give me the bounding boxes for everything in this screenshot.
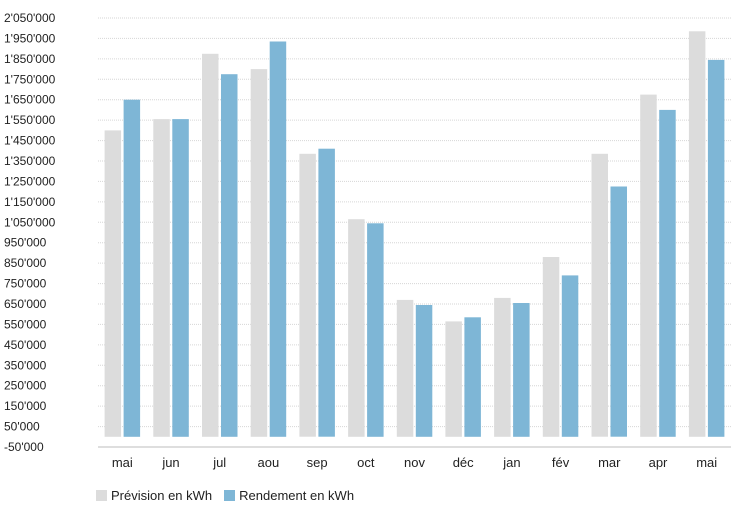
x-tick-label: nov [404, 455, 425, 470]
x-tick-label: sep [307, 455, 328, 470]
bar-rendement [561, 275, 579, 437]
legend-label-prevision: Prévision en kWh [111, 488, 213, 503]
y-tick-label: 2'050'000 [4, 11, 56, 25]
y-tick-label: 750'000 [4, 277, 47, 291]
y-tick-label: 850'000 [4, 256, 47, 270]
x-tick-label: mai [112, 455, 133, 470]
y-tick-label: -50'000 [4, 440, 44, 454]
bar-rendement [707, 59, 725, 437]
bar-rendement [659, 109, 676, 437]
bar-prevision [153, 119, 170, 437]
bar-prevision [542, 257, 560, 437]
legend-item-rendement: Rendement en kWh [224, 488, 354, 503]
y-tick-label: 550'000 [4, 317, 47, 331]
bar-rendement [172, 119, 189, 437]
bar-rendement [367, 223, 384, 437]
bar-prevision [396, 299, 414, 437]
bar-rendement [269, 41, 287, 437]
x-tick-label: jul [212, 455, 226, 470]
x-tick-label: oct [357, 455, 375, 470]
x-tick-label: jun [161, 455, 179, 470]
y-tick-label: 1'550'000 [4, 113, 56, 127]
x-tick-label: aou [258, 455, 280, 470]
y-tick-label: 150'000 [4, 399, 47, 413]
bar-prevision [348, 219, 365, 437]
legend-label-rendement: Rendement en kWh [239, 488, 355, 503]
bars [104, 31, 725, 437]
bar-rendement [513, 303, 530, 437]
y-tick-label: 1'850'000 [4, 52, 56, 66]
y-tick-label: 1'750'000 [4, 72, 56, 86]
y-tick-label: 950'000 [4, 236, 47, 250]
bar-prevision [445, 321, 462, 437]
gridlines [98, 17, 731, 428]
bar-prevision [104, 130, 122, 437]
legend-swatch-rendement [224, 490, 236, 501]
bar-rendement [464, 317, 481, 437]
bar-rendement [221, 74, 238, 437]
legend-swatch-prevision [96, 490, 107, 501]
bar-prevision [591, 153, 608, 437]
bar-prevision [250, 69, 268, 437]
x-tick-label: apr [649, 455, 668, 470]
x-tick-label: fév [552, 455, 570, 470]
y-tick-label: 1'650'000 [4, 93, 56, 107]
y-tick-label: 250'000 [4, 379, 47, 393]
bar-rendement [610, 186, 627, 437]
x-tick-label: mar [598, 455, 621, 470]
y-tick-label: 1'150'000 [4, 195, 56, 209]
y-tick-label: 450'000 [4, 338, 47, 352]
y-tick-label: 50'000 [4, 420, 40, 434]
y-tick-label: 1'250'000 [4, 174, 56, 188]
x-axis: mai jun jul aou sep oct nov déc jan fév mar apr mai [98, 446, 731, 470]
y-axis: 2'050'000 1'950'000 1'850'000 1'750'000 1'65… [4, 11, 56, 454]
bar-rendement [318, 148, 335, 437]
bar-prevision [688, 31, 706, 437]
bar-prevision [202, 53, 219, 437]
y-tick-label: 650'000 [4, 297, 47, 311]
bar-rendement [123, 99, 141, 437]
bar-prevision [299, 153, 316, 437]
y-tick-label: 1'050'000 [4, 215, 56, 229]
legend-item-prevision: Prévision en kWh [96, 488, 212, 503]
y-tick-label: 1'950'000 [4, 31, 56, 45]
bar-rendement [415, 305, 433, 437]
y-tick-label: 1'450'000 [4, 134, 56, 148]
x-tick-label: jan [502, 455, 520, 470]
y-tick-label: 350'000 [4, 358, 47, 372]
bar-prevision [494, 297, 511, 437]
x-tick-label: mai [696, 455, 717, 470]
x-tick-label: déc [453, 455, 474, 470]
legend: Prévision en kWh Rendement en kWh [96, 488, 354, 503]
bar-prevision [640, 94, 657, 437]
y-tick-label: 1'350'000 [4, 154, 56, 168]
